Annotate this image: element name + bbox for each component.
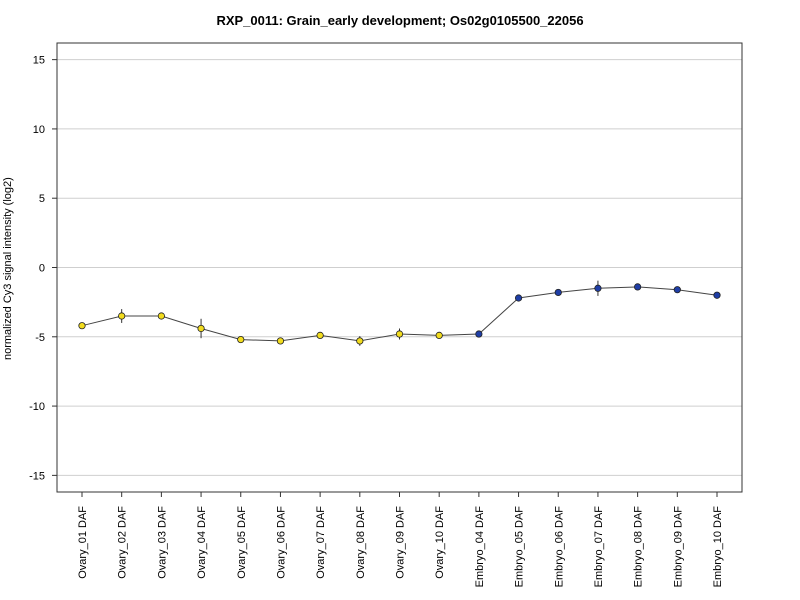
data-point [713, 291, 721, 299]
x-tick-label: Ovary_02 DAF [117, 506, 129, 579]
x-tick-label: Embryo_06 DAF [553, 506, 565, 588]
data-point [395, 330, 404, 338]
x-tick-label: Ovary_04 DAF [196, 506, 208, 579]
data-point [514, 294, 523, 302]
data-series [78, 280, 721, 346]
x-tick-label: Embryo_10 DAF [712, 506, 724, 588]
x-tick-label: Ovary_01 DAF [77, 506, 89, 579]
data-point [118, 312, 126, 320]
data-point [435, 331, 443, 340]
data-point [634, 283, 642, 291]
x-tick-label: Embryo_08 DAF [633, 506, 645, 588]
y-tick-label: -10 [29, 401, 45, 413]
x-tick-label: Embryo_05 DAF [514, 506, 526, 588]
y-tick-label: -5 [35, 332, 45, 344]
x-axis: Ovary_01 DAF Ovary_02 DAF Ovary_03 DAF Ovar… [77, 492, 724, 587]
x-tick-label: Ovary_03 DAF [156, 506, 168, 579]
data-point [554, 288, 562, 297]
x-tick-label: Embryo_04 DAF [474, 506, 486, 588]
data-point [475, 330, 483, 338]
data-point [237, 335, 245, 344]
y-tick-label: 10 [33, 124, 45, 136]
x-tick-label: Ovary_09 DAF [395, 506, 407, 579]
data-point [276, 337, 285, 345]
x-tick-label: Ovary_05 DAF [236, 506, 248, 579]
y-axis: 15 10 5 0 -5 -10 -15 [29, 55, 57, 482]
y-tick-label: 15 [33, 55, 45, 67]
data-point [197, 324, 205, 333]
y-tick-label: -15 [29, 470, 45, 482]
x-tick-label: Embryo_07 DAF [593, 506, 605, 588]
data-point [594, 284, 602, 292]
x-tick-label: Ovary_10 DAF [434, 506, 446, 579]
y-tick-label: 0 [39, 263, 45, 275]
data-point [316, 331, 324, 340]
x-tick-label: Ovary_06 DAF [275, 506, 287, 579]
x-tick-label: Ovary_07 DAF [315, 506, 327, 579]
data-point [356, 337, 364, 345]
x-tick-label: Embryo_09 DAF [672, 506, 684, 588]
y-tick-label: 5 [39, 193, 45, 205]
data-point [78, 322, 86, 330]
x-tick-label: Ovary_08 DAF [355, 506, 367, 579]
chart-title: RXP_0011: Grain_early development; Os02g… [216, 13, 584, 28]
gridlines [57, 59, 742, 476]
data-point [157, 312, 165, 320]
data-point [673, 286, 681, 294]
